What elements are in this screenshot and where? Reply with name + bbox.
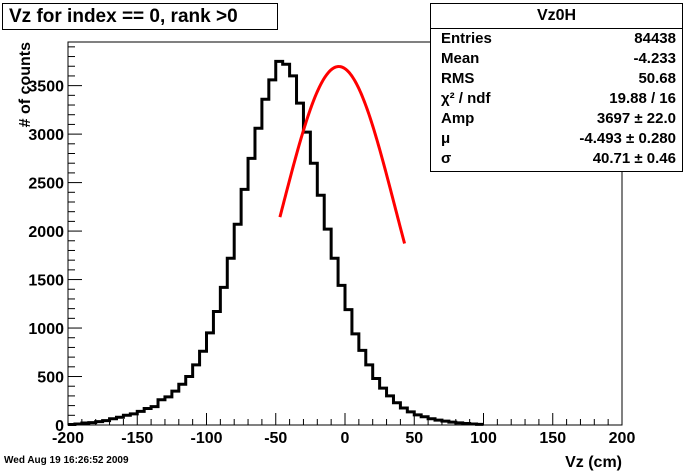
histogram-series <box>68 59 484 427</box>
stats-value: 19.88 / 16 <box>609 90 676 107</box>
stats-row: σ 40.71 ± 0.46 <box>431 149 682 169</box>
x-tick-label: 0 <box>341 430 350 447</box>
y-tick-label: 2000 <box>28 224 64 241</box>
stats-title: Vz0H <box>431 4 682 29</box>
y-axis-label: # of counts <box>17 42 34 127</box>
y-tick-label: 500 <box>37 370 64 387</box>
stats-value: -4.233 <box>633 50 676 67</box>
x-tick-label: -50 <box>264 430 287 447</box>
stats-row: Amp 3697 ± 22.0 <box>431 109 682 129</box>
y-tick-label: 3500 <box>28 79 64 96</box>
y-tick-label: 2500 <box>28 176 64 193</box>
chart-title: Vz for index == 0, rank >0 <box>2 3 278 30</box>
stats-key: μ <box>441 130 451 147</box>
stats-key: Entries <box>441 30 492 47</box>
stats-value: 3697 ± 22.0 <box>596 110 676 127</box>
stats-value: 84438 <box>634 30 676 47</box>
timestamp: Wed Aug 19 16:26:52 2009 <box>4 455 129 466</box>
stats-box: Vz0H Entries 84438 Mean -4.233 RMS 50.68 χ² / … <box>430 3 683 172</box>
stats-row: Mean -4.233 <box>431 49 682 69</box>
x-tick-label: 50 <box>405 430 423 447</box>
gaussian-fit-curve <box>278 65 407 244</box>
y-tick-label: 1500 <box>28 273 64 290</box>
stats-key: χ² / ndf <box>441 90 491 107</box>
stats-row: μ -4.493 ± 0.280 <box>431 129 682 149</box>
stats-row: χ² / ndf 19.88 / 16 <box>431 89 682 109</box>
stats-value: 50.68 <box>638 70 676 87</box>
x-tick-label: -100 <box>190 430 222 447</box>
stats-row: RMS 50.68 <box>431 69 682 89</box>
stats-value: 40.71 ± 0.46 <box>592 150 676 167</box>
stats-value: -4.493 ± 0.280 <box>579 130 676 147</box>
stats-key: σ <box>441 150 452 167</box>
y-tick-label: 3000 <box>28 127 64 144</box>
stats-rows: Entries 84438 Mean -4.233 RMS 50.68 χ² / ndf 19… <box>431 29 682 169</box>
x-tick-label: 100 <box>470 430 497 447</box>
x-tick-label: 200 <box>609 430 636 447</box>
x-axis-label: Vz (cm) <box>565 454 622 471</box>
y-tick-label: 0 <box>55 418 64 435</box>
x-tick-label: 150 <box>539 430 566 447</box>
stats-key: Mean <box>441 50 480 67</box>
stats-row: Entries 84438 <box>431 29 682 49</box>
y-tick-label: 1000 <box>28 321 64 338</box>
x-tick-label: -150 <box>121 430 153 447</box>
stats-key: Amp <box>441 110 475 127</box>
stats-key: RMS <box>441 70 475 87</box>
x-tick-label: -200 <box>52 430 84 447</box>
